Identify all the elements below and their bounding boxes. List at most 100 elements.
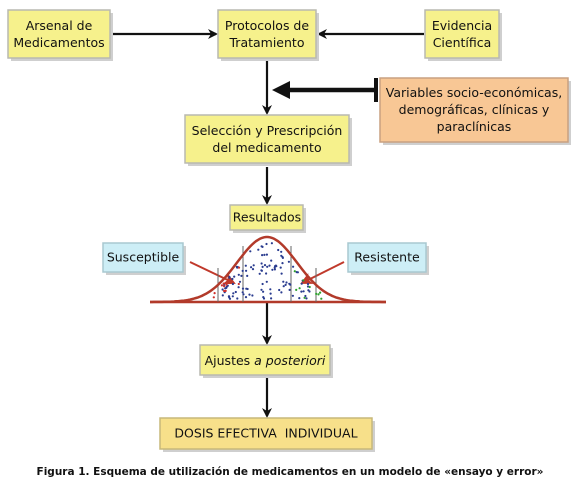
dot [306, 282, 310, 286]
box [379, 77, 569, 143]
dot [270, 242, 273, 245]
box [217, 9, 317, 59]
dot [273, 268, 276, 271]
box [184, 114, 350, 164]
dot [244, 296, 248, 299]
text-line: Variables socio-económicas, [386, 85, 562, 100]
dot [257, 248, 260, 251]
dot [298, 287, 301, 290]
dot [269, 292, 272, 295]
dot [308, 285, 311, 289]
dot [237, 286, 240, 289]
dot [237, 282, 240, 286]
dot [288, 282, 291, 285]
box-label: Arsenal de Medicamentos [13, 18, 104, 50]
dot [237, 273, 240, 276]
dot [291, 294, 294, 297]
box-label: Susceptible [107, 250, 180, 265]
dot [245, 287, 248, 290]
dot [221, 294, 224, 297]
dot [240, 274, 243, 277]
dot [234, 290, 237, 294]
dot [225, 285, 228, 288]
dot [221, 288, 224, 291]
box-label: Evidencia Científica [432, 18, 492, 50]
dot [319, 291, 322, 294]
dot [260, 269, 263, 272]
dot [295, 288, 298, 291]
text-line: Selección y Prescripción [192, 123, 343, 138]
dot [277, 248, 280, 252]
dot [285, 281, 288, 284]
dot [317, 293, 320, 296]
box [347, 242, 427, 273]
dot [320, 297, 323, 300]
dot [307, 289, 310, 292]
dot [265, 280, 268, 283]
dot [231, 277, 234, 281]
dot [213, 292, 216, 295]
dot [315, 292, 318, 295]
dot [251, 268, 255, 271]
box-label: Selección y Prescripción del medicamento [192, 123, 343, 155]
box-label: Ajustes a posteriori [205, 353, 326, 368]
dot [236, 297, 239, 300]
text-line: Medicamentos [13, 35, 104, 50]
dot [233, 275, 236, 278]
dot [302, 279, 305, 282]
dot [303, 296, 306, 299]
dot [288, 288, 291, 291]
box [424, 9, 500, 59]
dot [232, 292, 235, 295]
dot [222, 282, 225, 285]
dot [265, 242, 268, 246]
thick-arrowhead [272, 81, 290, 99]
box [199, 344, 331, 376]
connectors [109, 28, 424, 418]
dot [279, 266, 282, 269]
dot [280, 254, 283, 257]
dot [266, 265, 269, 268]
dot [306, 285, 310, 288]
dot [261, 265, 264, 268]
caption: Figura 1. Esquema de utilización de medi… [37, 466, 544, 478]
dot [258, 272, 261, 275]
box [159, 417, 373, 450]
dot [298, 297, 301, 300]
red-arrow [300, 261, 345, 284]
dot [245, 269, 248, 272]
box [229, 204, 304, 231]
dot [270, 259, 273, 262]
dot [281, 262, 284, 265]
dot [269, 288, 272, 291]
dot [241, 269, 244, 272]
dot [223, 289, 226, 293]
box-label: Variables socio-económicas, demográficas,… [386, 85, 562, 134]
dot [262, 297, 266, 300]
text-part: Ajustes [205, 353, 251, 368]
dot [263, 253, 266, 256]
curve [150, 235, 386, 304]
bell-curve [150, 235, 386, 304]
dot [228, 297, 232, 300]
dot [280, 291, 283, 294]
dot [282, 280, 285, 283]
dot [224, 287, 227, 290]
dot [302, 290, 305, 293]
dot [235, 265, 238, 268]
dot [250, 266, 253, 269]
dot [280, 250, 283, 253]
dot [300, 290, 303, 293]
dot [260, 262, 263, 265]
dot [300, 282, 303, 285]
text-line: del medicamento [212, 140, 321, 155]
dot [280, 272, 283, 275]
dot [248, 293, 251, 296]
dot [251, 294, 254, 297]
dot [225, 283, 228, 286]
dot [270, 297, 273, 300]
dot [238, 280, 242, 283]
box-label: Resultados [233, 210, 301, 225]
dot [242, 293, 245, 296]
